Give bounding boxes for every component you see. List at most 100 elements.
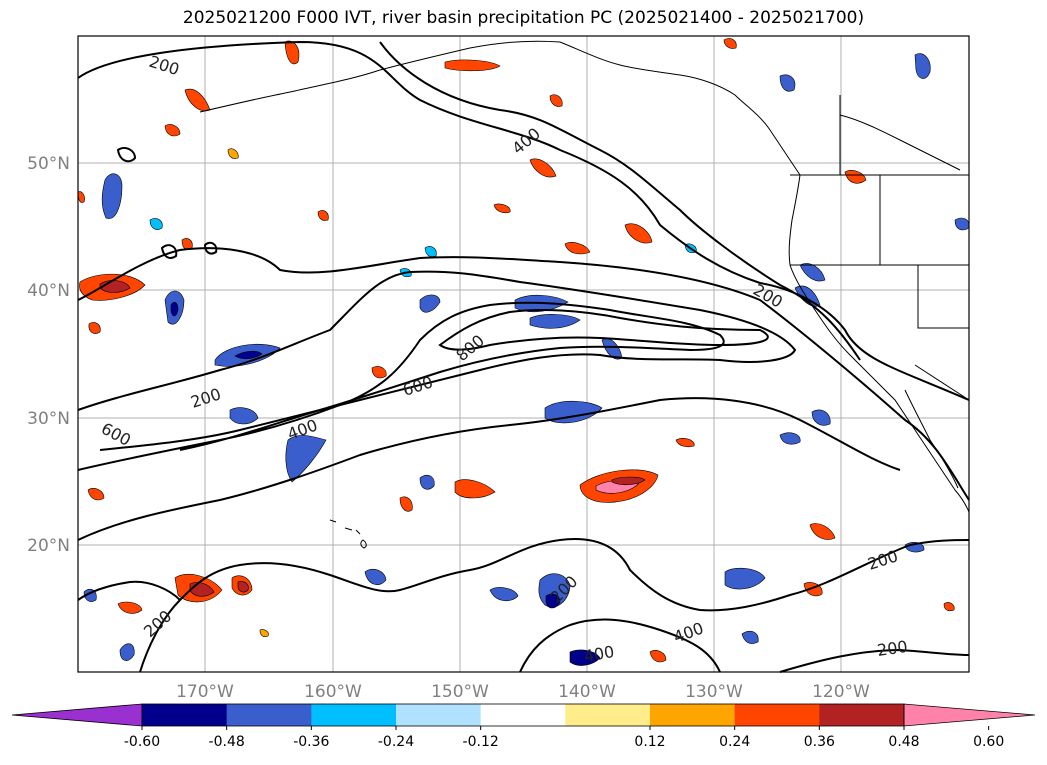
precip-blob <box>317 210 329 221</box>
contour-line <box>77 270 797 451</box>
contour-label: 200 <box>876 637 909 660</box>
map-title: 2025021200 F000 IVT, river basin precipi… <box>182 8 865 28</box>
island <box>329 519 337 523</box>
colorbar: -0.60 -0.48 -0.36 -0.24 -0.12 0.12 0.24 0.36 0.4… <box>11 703 1036 750</box>
precip-blob <box>424 246 437 258</box>
precip-blob <box>227 148 239 159</box>
lat-label: 40°N <box>27 281 70 301</box>
precip-blob <box>914 53 931 79</box>
colorbar-tick-label: -0.48 <box>209 734 245 750</box>
lon-label: 140°W <box>558 682 616 702</box>
ivt-contours <box>77 40 970 673</box>
lon-label: 150°W <box>431 682 489 702</box>
colorbar-tick-label: -0.60 <box>124 734 160 750</box>
precip-blob <box>723 38 737 49</box>
plot-frame <box>77 35 970 673</box>
border-line <box>917 265 969 329</box>
precip-blob <box>454 479 496 499</box>
lon-label: 170°W <box>176 682 234 702</box>
lat-label: 20°N <box>27 536 70 556</box>
contour-line <box>77 301 725 471</box>
contour-line <box>77 580 181 601</box>
border-line <box>839 114 961 171</box>
island <box>344 527 353 531</box>
precip-blob <box>549 94 563 107</box>
colorbar-outline <box>141 703 905 727</box>
border-line <box>914 364 970 401</box>
precip-blob <box>529 158 557 178</box>
precip-blob <box>724 567 766 590</box>
colorbar-swatch <box>819 704 905 726</box>
colorbar-tick-label: 0.60 <box>973 734 1004 750</box>
island <box>360 539 367 549</box>
lon-label: 130°W <box>685 682 743 702</box>
precip-blob <box>164 124 181 137</box>
precip-blob <box>170 301 179 317</box>
coastline-west-coast <box>788 174 970 513</box>
precip-blob <box>101 173 123 219</box>
lat-label: 50°N <box>27 154 70 174</box>
colorbar-swatch <box>565 704 651 726</box>
precip-blob <box>564 242 591 255</box>
coastline-alaska-panhandle <box>559 41 801 176</box>
precip-blob <box>259 629 269 638</box>
colorbar-tick-label: -0.24 <box>378 734 414 750</box>
latitude-labels: 50°N 40°N 30°N 20°N <box>27 154 70 556</box>
colorbar-tick-label: -0.36 <box>293 734 329 750</box>
precip-blob <box>493 203 511 214</box>
island <box>355 529 361 535</box>
precip-blob <box>624 223 653 244</box>
lon-label: 160°W <box>304 682 362 702</box>
precip-blob <box>285 435 327 483</box>
precipitation-anomaly-fields <box>77 38 970 666</box>
precip-blob <box>489 587 519 602</box>
contour-line <box>139 538 970 673</box>
colorbar-tick-label: 0.48 <box>888 734 919 750</box>
contour-line <box>77 247 970 501</box>
precip-blob <box>811 409 831 426</box>
coastline-baja <box>904 389 959 489</box>
precip-blob <box>444 59 501 72</box>
contour-line <box>203 241 218 255</box>
contour-line <box>779 648 970 673</box>
colorbar-extend-low <box>11 703 143 727</box>
contour-line <box>77 40 970 401</box>
colorbar-swatch <box>311 704 397 726</box>
precip-blob <box>779 432 801 445</box>
colorbar-tick-label: 0.12 <box>634 734 665 750</box>
colorbar-tick-label: 0.24 <box>719 734 750 750</box>
precip-blob <box>799 263 826 282</box>
colorbar-swatch <box>650 704 736 726</box>
longitude-labels: 170°W 160°W 150°W 140°W 130°W 120°W <box>176 682 870 702</box>
precip-blob <box>88 322 101 334</box>
precip-blob <box>741 630 759 644</box>
precip-blob <box>809 523 836 540</box>
coastlines <box>199 40 970 549</box>
contour-line <box>116 147 137 163</box>
coastline-alaska-peninsula <box>199 40 561 113</box>
precip-blob <box>371 366 387 379</box>
precip-blob <box>234 350 263 360</box>
precip-blob <box>229 407 259 425</box>
colorbar-extend-high <box>903 703 1036 727</box>
precip-blob <box>419 294 441 313</box>
colorbar-tick-label: -0.12 <box>463 734 499 750</box>
contour-line <box>519 618 721 673</box>
contour-line <box>77 397 901 541</box>
precip-blob <box>149 218 163 230</box>
lat-label: 30°N <box>27 409 70 429</box>
contour-line <box>438 309 769 351</box>
colorbar-swatch <box>396 704 482 726</box>
colorbar-swatch <box>734 704 820 726</box>
precip-blob <box>545 593 561 609</box>
precip-blob <box>364 568 387 585</box>
precip-blob <box>779 74 796 92</box>
colorbar-swatch <box>226 704 312 726</box>
precip-blob <box>119 643 135 661</box>
precip-blob <box>399 496 413 512</box>
colorbar-swatch <box>480 704 566 726</box>
precip-blob <box>649 650 667 663</box>
contour-line <box>160 244 178 259</box>
lon-label: 120°W <box>812 682 870 702</box>
